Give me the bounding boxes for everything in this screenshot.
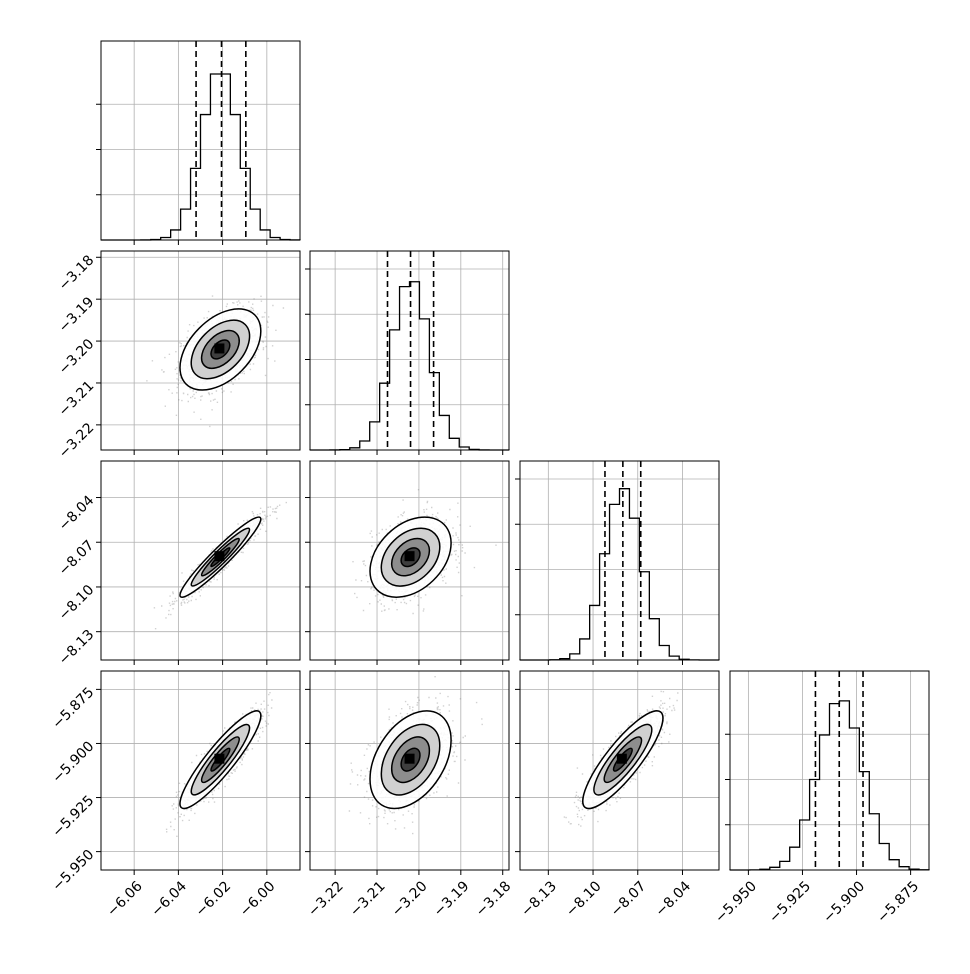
y-tick-label: −8.04 <box>56 493 98 535</box>
x-tick-label: −5.925 <box>766 878 814 926</box>
panel-3-3 <box>725 670 930 875</box>
y-tick-label: −5.925 <box>49 793 97 841</box>
y-tick-label: −3.21 <box>56 378 98 420</box>
x-tick-label: −6.02 <box>193 878 235 920</box>
panel-1-1 <box>305 250 510 455</box>
panel-2-1 <box>305 460 510 665</box>
y-tick-label: −8.07 <box>56 537 98 579</box>
density-peak <box>404 551 415 562</box>
panel-frame <box>519 460 720 661</box>
y-tick-label: −5.875 <box>49 684 97 732</box>
panel-3-2 <box>515 670 720 875</box>
x-tick-label: −8.04 <box>652 878 694 920</box>
x-tick-label: −8.10 <box>563 878 605 920</box>
y-tick-label: −8.10 <box>56 582 98 624</box>
x-tick-label: −5.900 <box>820 878 868 926</box>
histogram-steps <box>729 700 930 871</box>
histogram-steps <box>101 73 301 241</box>
panel-frame <box>100 250 301 451</box>
panel-frame <box>309 460 510 661</box>
panel-3-0 <box>96 670 301 875</box>
x-tick-label: −6.04 <box>148 878 190 920</box>
panel-3-1 <box>305 670 510 875</box>
x-tick-label: −5.950 <box>712 878 760 926</box>
y-tick-label: −3.20 <box>56 336 98 378</box>
panel-frame <box>309 250 510 451</box>
panel-2-2 <box>515 460 720 665</box>
x-tick-label: −6.00 <box>237 878 279 920</box>
panel-frame <box>100 460 301 661</box>
x-tick-label: −3.22 <box>305 878 347 920</box>
panel-frame <box>729 670 930 871</box>
histogram-steps <box>520 488 720 661</box>
density-peak <box>214 551 225 562</box>
y-tick-label: −5.900 <box>49 739 97 787</box>
density-peak <box>214 753 225 764</box>
density-peak <box>404 753 415 764</box>
y-tick-label: −5.950 <box>49 847 97 895</box>
panel-1-0 <box>96 250 301 455</box>
y-tick-label: −3.19 <box>56 294 98 336</box>
panel-frame <box>519 670 720 871</box>
y-tick-label: −3.18 <box>56 252 98 294</box>
histogram-steps <box>310 281 510 451</box>
density-peak <box>214 343 225 354</box>
panel-0-0 <box>96 40 301 245</box>
density-peak <box>616 753 627 764</box>
x-tick-label: −3.19 <box>431 878 473 920</box>
x-tick-label: −5.875 <box>874 878 922 926</box>
panel-frame <box>100 670 301 871</box>
y-tick-label: −3.22 <box>56 420 98 462</box>
y-tick-label: −8.13 <box>56 627 98 669</box>
panel-2-0 <box>96 460 301 665</box>
x-tick-label: −3.20 <box>389 878 431 920</box>
x-tick-label: −3.21 <box>347 878 389 920</box>
panel-frame <box>100 40 301 241</box>
panel-frame <box>309 670 510 871</box>
x-tick-label: −6.06 <box>104 878 146 920</box>
x-tick-label: −8.13 <box>518 878 560 920</box>
x-tick-label: −3.18 <box>473 878 515 920</box>
x-tick-label: −8.07 <box>608 878 650 920</box>
